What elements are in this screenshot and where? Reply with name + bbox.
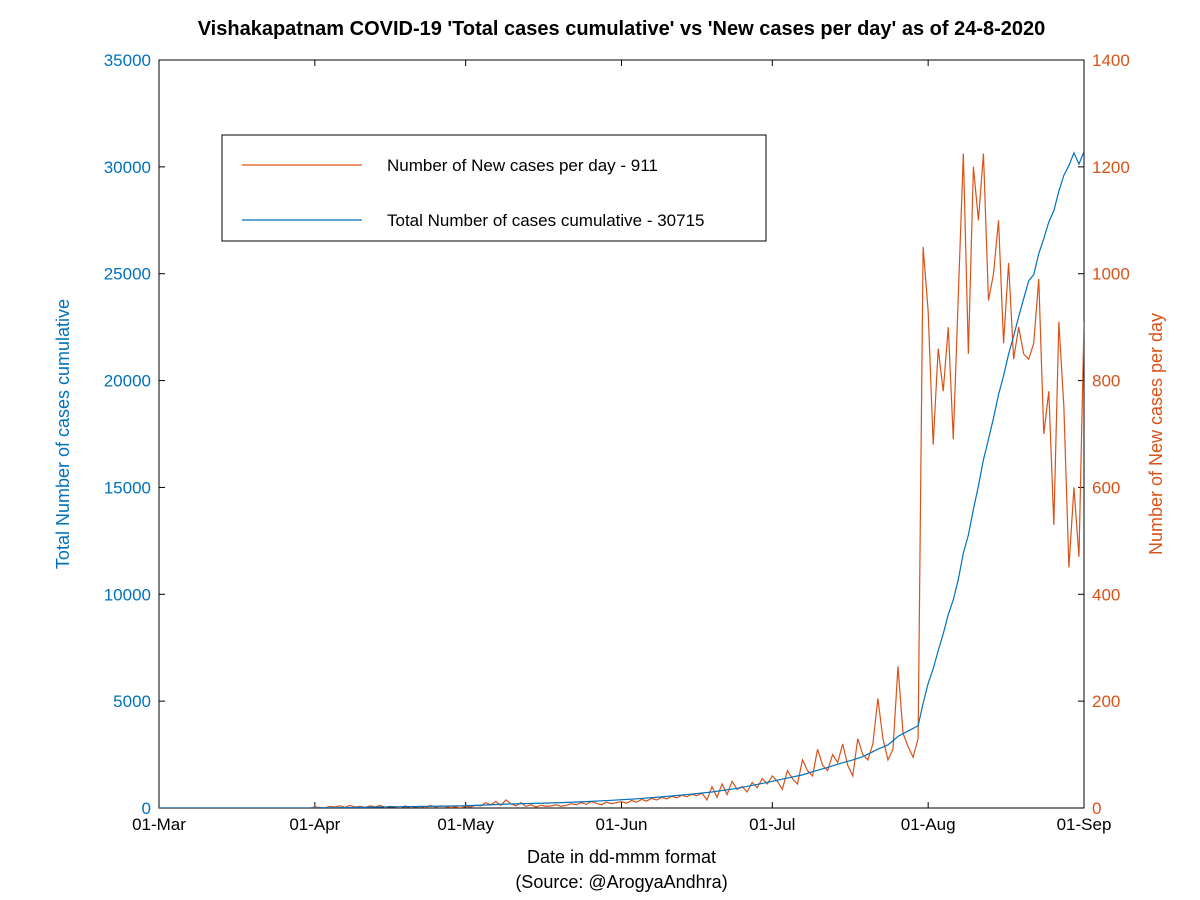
chart-container: Vishakapatnam COVID-19 'Total cases cumu…	[0, 0, 1200, 900]
y-left-axis-label: Total Number of cases cumulative	[53, 299, 73, 569]
legend-label: Total Number of cases cumulative - 30715	[387, 211, 705, 230]
x-tick-label: 01-Apr	[289, 815, 340, 834]
x-tick-label: 01-Jul	[749, 815, 795, 834]
series-new-cases	[159, 154, 1084, 809]
legend-label: Number of New cases per day - 911	[387, 156, 658, 175]
y-left-tick-label: 20000	[104, 372, 151, 391]
y-right-tick-label: 1200	[1092, 158, 1130, 177]
y-right-tick-label: 800	[1092, 372, 1120, 391]
x-tick-label: 01-Sep	[1057, 815, 1112, 834]
x-axis-sublabel: (Source: @ArogyaAndhra)	[515, 872, 727, 892]
y-left-tick-label: 35000	[104, 51, 151, 70]
y-left-tick-label: 30000	[104, 158, 151, 177]
y-right-tick-label: 200	[1092, 692, 1120, 711]
x-tick-label: 01-May	[437, 815, 494, 834]
y-right-tick-label: 1400	[1092, 51, 1130, 70]
y-right-tick-label: 400	[1092, 585, 1120, 604]
chart-svg: Vishakapatnam COVID-19 'Total cases cumu…	[0, 0, 1200, 900]
x-tick-label: 01-Mar	[132, 815, 186, 834]
y-right-tick-label: 600	[1092, 478, 1120, 497]
x-tick-label: 01-Jun	[596, 815, 648, 834]
y-right-axis-label: Number of New cases per day	[1146, 313, 1166, 555]
y-left-tick-label: 5000	[113, 692, 151, 711]
y-left-tick-label: 25000	[104, 265, 151, 284]
x-axis-label: Date in dd-mmm format	[527, 847, 716, 867]
y-left-tick-label: 15000	[104, 478, 151, 497]
y-right-tick-label: 0	[1092, 799, 1101, 818]
y-right-tick-label: 1000	[1092, 265, 1130, 284]
y-left-tick-label: 0	[142, 799, 151, 818]
x-tick-label: 01-Aug	[901, 815, 956, 834]
chart-title: Vishakapatnam COVID-19 'Total cases cumu…	[198, 18, 1046, 40]
y-left-tick-label: 10000	[104, 585, 151, 604]
series-cumulative	[159, 152, 1084, 808]
